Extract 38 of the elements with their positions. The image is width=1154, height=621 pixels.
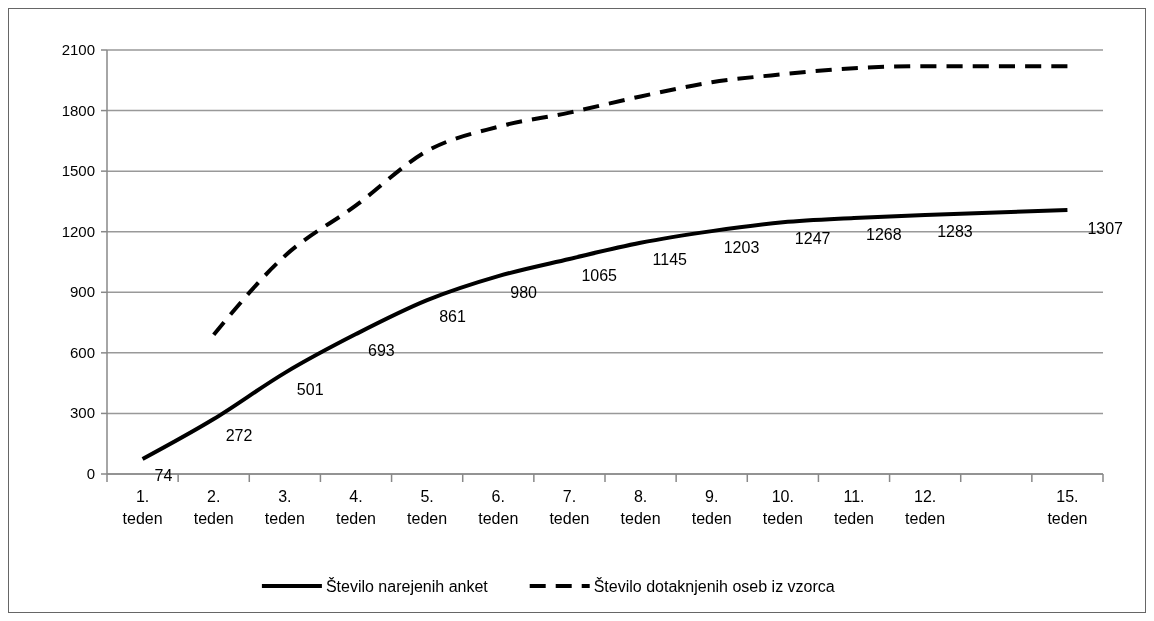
legend-label: Število narejenih anket <box>325 577 489 595</box>
line-series <box>140 208 1070 462</box>
data-label: 1268 <box>866 225 902 243</box>
x-tick-label: 15. teden <box>1047 488 1088 527</box>
y-tick-label: 1500 <box>61 162 95 180</box>
data-label: 1065 <box>581 266 618 284</box>
y-tick-label: 900 <box>69 283 95 301</box>
data-label: 1247 <box>794 230 831 248</box>
x-tick-label: 3. teden <box>264 488 305 527</box>
y-tick-label: 300 <box>69 404 95 422</box>
data-label: 1283 <box>937 222 973 240</box>
data-label: 1203 <box>723 239 760 257</box>
x-tick-label: 4. teden <box>335 488 377 527</box>
y-tick-label: 2100 <box>61 41 95 58</box>
data-label: 980 <box>510 284 538 302</box>
x-tick-label: 5. teden <box>407 488 448 527</box>
data-label: 1307 <box>1087 220 1124 238</box>
data-label: 1145 <box>652 250 688 268</box>
x-tick-label: 11. teden <box>833 488 875 527</box>
y-tick-label: 1200 <box>61 222 95 240</box>
x-tick-label: 12. teden <box>905 488 946 527</box>
line-series <box>211 64 1070 337</box>
x-tick-label: 6. teden <box>478 488 519 527</box>
data-label: 501 <box>296 380 324 398</box>
data-label: 861 <box>439 308 466 326</box>
y-tick-label: 1800 <box>61 101 95 119</box>
y-tick-label: 600 <box>69 343 95 361</box>
x-tick-label: 2. teden <box>193 488 234 527</box>
data-label: 74 <box>154 467 173 485</box>
data-label: 272 <box>225 427 253 445</box>
x-tick-label: 10. teden <box>762 488 803 527</box>
x-tick-label: 7. teden <box>549 488 590 527</box>
x-tick-label: 8. teden <box>620 488 661 527</box>
y-tick-label: 0 <box>86 465 95 482</box>
data-label: 693 <box>368 342 395 360</box>
x-tick-label: 9. teden <box>691 488 732 527</box>
legend-label: Število dotaknjenih oseb iz vzorca <box>593 577 835 595</box>
x-tick-label: 1. teden <box>122 488 163 527</box>
